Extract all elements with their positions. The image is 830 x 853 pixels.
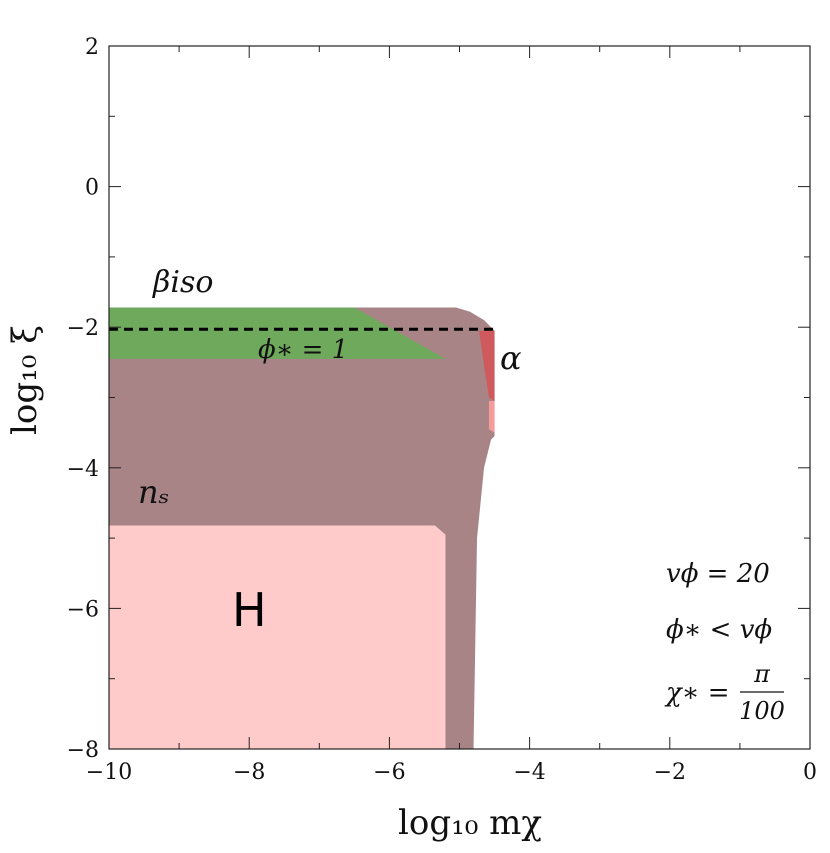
y-tick-label: −4: [67, 457, 99, 482]
annotation-phi-lt-vphi: ϕ∗ < vϕ: [666, 615, 772, 645]
region-alpha-light: [488, 401, 495, 433]
x-tick-label: −8: [233, 760, 265, 785]
x-tick-label: −2: [654, 760, 686, 785]
region-H: [109, 525, 446, 749]
axis-ticks: −10 −8 −6 −4 −2 0−8−6−4−202: [67, 35, 817, 785]
region-label-ns: nₛ: [138, 473, 169, 511]
y-tick-label: −8: [67, 738, 99, 763]
annotation-chi-lhs: χ∗ =: [664, 678, 729, 708]
y-tick-label: 0: [85, 176, 99, 201]
x-tick-label: 0: [803, 760, 817, 785]
region-label-alpha: α: [500, 339, 522, 377]
annotation-v-phi: vϕ = 20: [666, 559, 770, 589]
region-label-beta-iso: βiso: [152, 265, 213, 300]
x-tick-label: −10: [86, 760, 132, 785]
x-tick-label: −6: [373, 760, 405, 785]
y-tick-label: −6: [67, 597, 99, 622]
region-beta-iso: [109, 307, 446, 359]
y-tick-label: 2: [85, 35, 99, 60]
region-alpha: [479, 330, 495, 402]
x-tick-label: −4: [513, 760, 545, 785]
region-label-h: H: [232, 583, 267, 637]
annotation-chi-denominator: 100: [739, 697, 785, 725]
y-tick-label: −2: [67, 316, 99, 341]
line-label-phi-star: ϕ∗ = 1: [258, 335, 348, 365]
chart-regions: [109, 307, 495, 749]
x-axis-label: log₁₀ mχ: [398, 803, 542, 843]
annotation-chi-numerator: π: [753, 660, 771, 688]
y-axis-label: log₁₀ ξ: [5, 325, 45, 435]
